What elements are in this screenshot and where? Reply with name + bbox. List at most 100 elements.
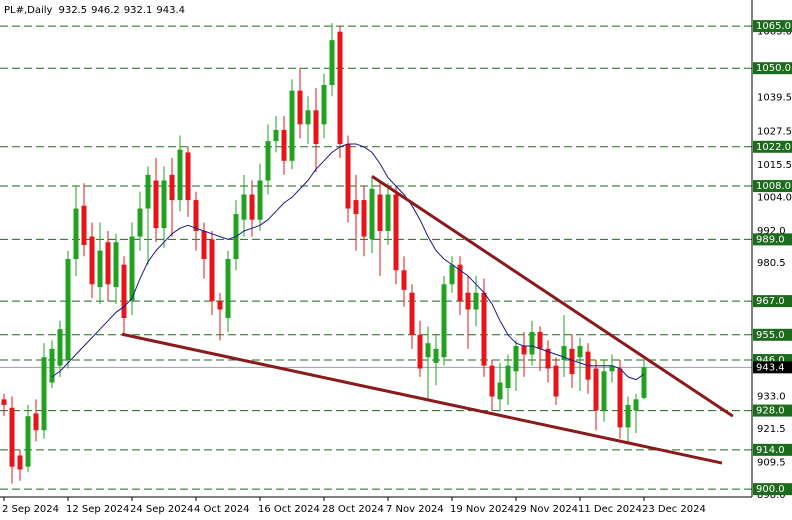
level-label-box [753, 404, 792, 417]
chart-header: PL#,Daily 932.5 946.2 932.1 943.4 [4, 5, 185, 16]
candle-body [473, 292, 479, 310]
marks-layer [1, 23, 734, 484]
level-label-box [753, 443, 792, 456]
level-label: 1008.0 [756, 181, 791, 192]
candle-body [153, 180, 159, 229]
candle-body [121, 264, 127, 318]
symbol: PL#,Daily [4, 5, 53, 16]
candle-body [185, 152, 191, 201]
x-tick-label: 16 Oct 2024 [258, 504, 320, 515]
candle-body [457, 264, 463, 302]
candle-body [337, 31, 343, 144]
y-tick-label: 992.0 [757, 226, 786, 237]
trendline [121, 332, 723, 465]
level-label: 1022.0 [756, 142, 791, 153]
candle-body [273, 129, 279, 142]
level-label: 989.0 [756, 234, 785, 245]
candle-body [625, 404, 631, 428]
candle-body [609, 365, 615, 372]
level-label-box [753, 328, 792, 341]
y-tick-label: 1027.5 [757, 126, 792, 137]
candle-body [537, 331, 543, 349]
candle-body [345, 143, 351, 209]
candle-body [601, 371, 607, 411]
candle-body [401, 270, 407, 290]
x-tick-label: 2 Sep 2024 [2, 504, 59, 515]
candle-body [521, 346, 527, 355]
candle-body [361, 200, 367, 237]
low-value: 932.1 [124, 5, 153, 16]
candle-body [313, 110, 319, 144]
y-tick-label: 909.5 [757, 457, 786, 468]
candle-body [617, 368, 623, 428]
candle-body [137, 208, 143, 237]
y-tick-label: 1015.5 [757, 160, 792, 171]
current-price-box [753, 361, 792, 374]
candle-body [161, 180, 167, 229]
candle-body [249, 194, 255, 220]
candle-body [281, 129, 287, 161]
candle-body [385, 194, 391, 231]
x-tick-label: 19 Nov 2024 [450, 504, 514, 515]
candle-body [177, 149, 183, 201]
candle-body [201, 230, 207, 260]
candle-body [193, 200, 199, 231]
candle-body [481, 292, 487, 366]
level-label: 946.0 [756, 355, 785, 366]
candle-body [225, 259, 231, 318]
level-label: 900.0 [756, 484, 785, 495]
candle-body [529, 331, 535, 355]
candle-body [353, 200, 359, 215]
y-tick-label: 980.5 [757, 258, 786, 269]
candle-body [57, 329, 63, 366]
candle-body [169, 174, 175, 201]
candle-body [593, 368, 599, 411]
candle-body [265, 141, 271, 181]
candle-body [329, 40, 335, 86]
candle-body [113, 242, 119, 288]
y-tick-label: 1063.0 [757, 27, 792, 38]
candle-body [17, 455, 23, 470]
level-label-box [753, 62, 792, 75]
candle-body [545, 348, 551, 369]
candle-body [433, 348, 439, 363]
level-label-box [753, 295, 792, 308]
candle-body [65, 259, 71, 361]
x-tick-label: 4 Oct 2024 [194, 504, 249, 515]
x-tick-label: 29 Nov 2024 [514, 504, 578, 515]
candle-body [569, 348, 575, 375]
candle-body [305, 110, 311, 125]
candle-body [1, 399, 7, 405]
level-label-box [753, 483, 792, 496]
level-label: 967.0 [756, 296, 785, 307]
level-label: 955.0 [756, 330, 785, 341]
labels-layer: 1065.0 1050.0 1022.0 1008.0 989.0 967.0 955.0 9… [753, 20, 792, 496]
y-tick-label: 1039.5 [757, 93, 792, 104]
candle-body [409, 292, 415, 335]
candle-body [241, 194, 247, 220]
candle-body [321, 85, 327, 125]
candle-body [369, 188, 375, 240]
candle-body [33, 413, 39, 431]
level-label: 914.0 [756, 445, 785, 456]
level-label-box [753, 20, 792, 33]
candle-body [289, 90, 295, 161]
candle-body [417, 334, 423, 369]
candle-body [489, 365, 495, 397]
candle-body [553, 365, 559, 397]
candle-body [449, 264, 455, 285]
candle-body [209, 239, 215, 302]
close-value: 943.4 [156, 5, 185, 16]
level-label: 1050.0 [756, 63, 791, 74]
candle-body [145, 174, 151, 209]
candle-body [81, 205, 87, 245]
x-tick-label: 23 Dec 2024 [642, 504, 706, 515]
y-tick-label: 933.0 [757, 392, 786, 403]
candle-body [297, 90, 303, 125]
candle-body [393, 194, 399, 271]
candle-body [49, 348, 55, 383]
candle-body [441, 284, 447, 358]
level-label-box [753, 180, 792, 193]
candle-body [9, 407, 15, 467]
